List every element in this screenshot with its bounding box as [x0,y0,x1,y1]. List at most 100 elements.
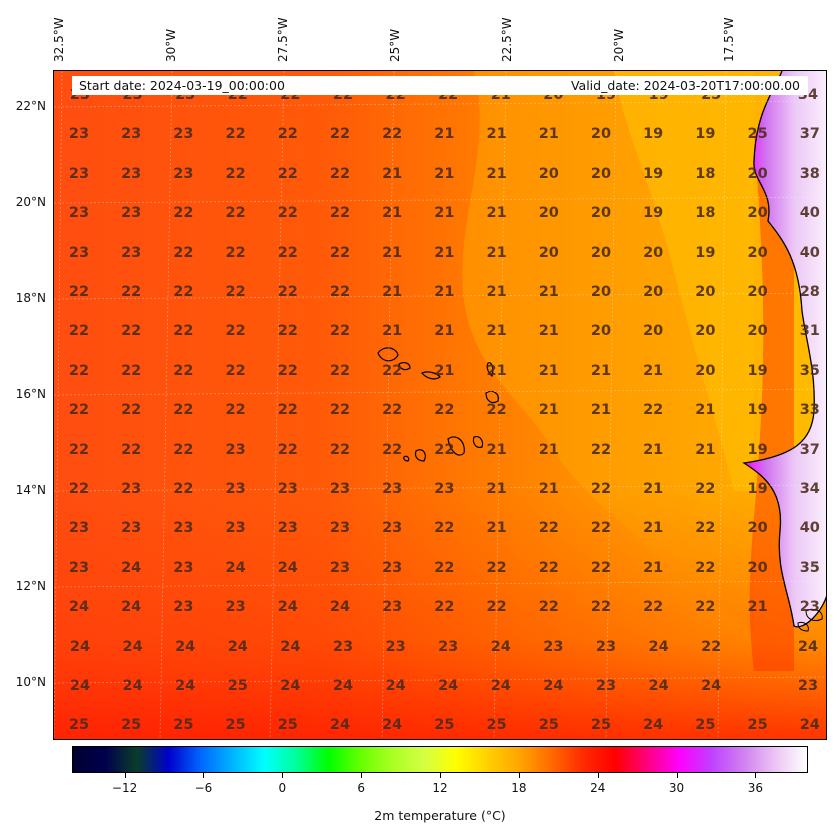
grid-value: 23 [543,638,564,655]
grid-value: 21 [643,362,664,379]
bijagos-islands [797,608,823,632]
grid-value: 20 [695,362,716,379]
grid-value: 23 [225,520,246,537]
longitude-labels: 32.5°W 30°W 27.5°W 25°W 22.5°W 20°W 17.5°W [0,0,837,70]
colorbar-tick [203,773,205,778]
lon-label: 25°W [388,28,402,62]
grid-value: 21 [538,284,559,300]
lon-label: 22.5°W [500,17,514,62]
island-brava [403,455,410,462]
grid-value: 24 [329,717,351,734]
colorbar-title: 2m temperature (°C) [374,808,506,823]
grid-value: 24 [797,638,819,655]
grid-value: 23 [173,559,194,576]
grid-value: 22 [121,441,142,458]
grid-value: 24 [280,678,301,694]
grid-value: 21 [486,284,507,300]
grid-value: 22 [538,520,559,537]
grid-value: 23 [121,520,142,537]
colorbar-tick-label: 18 [511,781,527,795]
grid-value: 22 [695,481,716,497]
grid-value: 40 [799,244,820,261]
colorbar-tick-label: −6 [194,781,213,795]
grid-value: 22 [173,244,194,261]
grid-value: 21 [747,599,768,616]
grid-value: 25 [277,717,298,734]
grid-value: 22 [68,323,90,340]
grid-value: 23 [332,638,354,655]
grid-value: 23 [225,481,246,497]
grid-value: 23 [68,126,90,143]
grid-value: 23 [68,165,90,182]
grid-value: 23 [329,559,351,576]
colorbar-tick [361,773,363,778]
grid-value: 22 [225,362,246,379]
grid-value: 20 [590,244,612,261]
grid-value: 21 [486,520,507,537]
grid-value: 23 [121,481,142,497]
colorbar-tick [676,773,678,778]
grid-value: 21 [643,441,664,458]
grid-value: 22 [434,402,455,419]
grid-value: 22 [121,323,142,340]
grid-value: 22 [277,205,298,222]
grid-value: 22 [277,441,298,458]
grid-value: 24 [648,678,669,694]
grid-value: 24 [280,638,301,655]
grid-value: 19 [747,402,768,419]
lon-label: 17.5°W [722,17,736,62]
grid-value: 23 [173,520,194,537]
grid-value: 22 [173,362,194,379]
land-area [744,71,826,627]
grid-value: 21 [434,165,455,182]
grid-value: 25 [695,717,716,734]
grid-value: 22 [329,165,351,182]
colorbar-tick-label: 0 [278,781,287,795]
grid-value: 21 [590,362,612,379]
grid-value: 21 [486,205,507,222]
grid-value: 20 [538,165,559,182]
grid-value: 22 [277,126,298,143]
grid-value: 22 [643,599,664,616]
grid-value: 18 [695,205,716,222]
grid-value: 19 [747,362,768,379]
colorbar-tick-label: 6 [357,781,365,795]
colorbar-tick [518,773,520,778]
grid-value: 22 [277,284,298,300]
latitude-labels: 22°N 20°N 18°N 16°N 14°N 12°N 10°N [0,0,55,760]
grid-value: 20 [747,165,768,182]
grid-value: 22 [173,481,194,497]
grid-value: 21 [538,323,559,340]
grid-value: 34 [799,481,820,497]
grid-value: 23 [799,599,820,616]
grid-value: 24 [643,717,664,734]
island-santo-antao [377,347,399,362]
grid-value: 21 [382,165,403,182]
grid-value: 21 [434,205,455,222]
grid-value: 24 [175,678,196,694]
grid-value: 22 [329,205,351,222]
grid-value: 19 [643,126,664,143]
grid-value: 19 [747,441,768,458]
grid-value: 22 [68,441,90,458]
colorbar-tick [597,773,599,778]
grid-value: 25 [747,717,768,734]
grid-value: 22 [382,402,403,419]
grid-value: 21 [643,520,664,537]
colorbar-tick [440,773,441,778]
grid-value: 22 [329,362,351,379]
colorbar-tick-label: 30 [668,781,685,795]
grid-value: 25 [747,126,768,143]
grid-value: 22 [434,520,455,537]
grid-value: 22 [121,402,142,419]
grid-value: 23 [68,244,90,261]
grid-value: 24 [175,638,196,655]
grid-value: 21 [486,441,507,458]
grid-value: 21 [486,244,507,261]
grid-value: 22 [590,441,612,458]
grid-value: 22 [382,362,403,379]
grid-value: 20 [747,284,768,300]
grid-value: 23 [385,638,406,655]
grid-value: 22 [486,599,507,616]
grid-value: 24 [227,638,248,655]
